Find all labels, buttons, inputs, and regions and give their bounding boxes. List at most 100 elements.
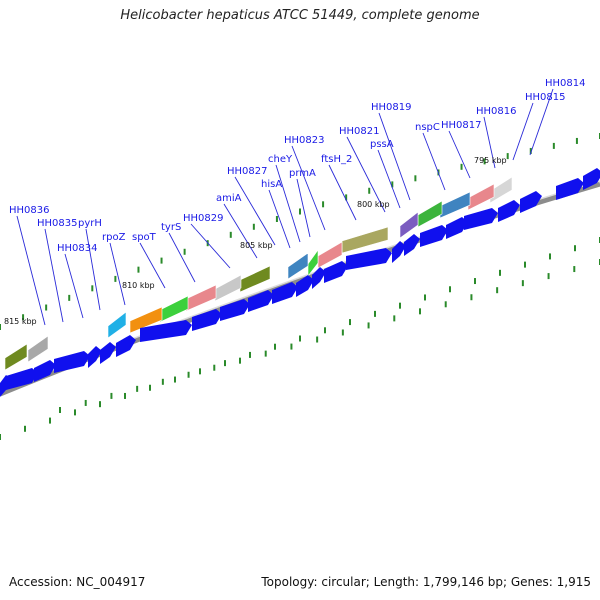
accession-text: Accession: NC_004917 [9, 575, 146, 589]
feature-block [307, 249, 319, 277]
gene-arrow [556, 178, 584, 200]
gene-arrow [116, 335, 136, 357]
feature-block [287, 252, 309, 280]
leader-line [268, 189, 291, 249]
leader-line [223, 203, 258, 259]
leader-line [378, 112, 411, 201]
feature-block [417, 200, 443, 228]
gene-label: HH0821 [339, 126, 380, 137]
leader-line [139, 242, 166, 289]
gene-label: cheY [268, 154, 293, 165]
leader-line [190, 223, 231, 269]
gene-label: HH0829 [183, 213, 224, 224]
tick-marks [0, 133, 600, 440]
gene-arrow [248, 290, 274, 312]
leader-line [422, 132, 446, 191]
gene-label: ftsH_2 [321, 154, 352, 165]
gene-label: tyrS [161, 222, 181, 233]
gene-arrow [140, 320, 192, 342]
gene-label: HH0836 [9, 205, 50, 216]
feature-block [239, 265, 271, 293]
gene-label: rpoZ [102, 232, 126, 243]
leader-line [512, 102, 534, 161]
gene-arrow [346, 248, 392, 270]
leader-line [275, 164, 301, 243]
feature-block [317, 241, 343, 269]
gene-arrow [88, 346, 102, 368]
gene-track [0, 168, 600, 397]
scale-labels: 795 kbp 800 kbp 805 kbp 810 kbp 815 kbp [4, 156, 507, 326]
gene-label: hisA [261, 179, 282, 190]
feature-block [107, 311, 127, 339]
feature-block [129, 306, 163, 334]
scale-label: 800 kbp [357, 200, 390, 209]
gene-arrow [6, 368, 38, 390]
gene-label: HH0817 [441, 120, 482, 131]
leader-line [168, 232, 196, 283]
feature-block [185, 284, 217, 312]
gene-arrow [272, 282, 298, 304]
gene-label: HH0827 [227, 166, 268, 177]
gene-label: nspC [415, 122, 440, 133]
gene-label: pyrH [78, 218, 102, 229]
gene-arrow [583, 168, 600, 190]
leader-line [16, 215, 46, 326]
feature-block [4, 343, 28, 371]
feature-track [4, 176, 513, 371]
feature-block [399, 211, 419, 239]
gene-arrow [498, 200, 520, 222]
gene-label: amiA [216, 193, 242, 204]
gene-arrow [420, 225, 448, 247]
genome-summary-text: Topology: circular; Length: 1,799,146 bp… [261, 575, 591, 589]
gene-label: prmA [289, 168, 316, 179]
map-title: Helicobacter hepaticus ATCC 51449, compl… [120, 8, 480, 23]
gene-label: pssA [370, 139, 394, 150]
gene-label: HH0815 [525, 92, 566, 103]
gene-arrow [192, 309, 222, 331]
gene-label: HH0823 [284, 135, 325, 146]
leader-line [64, 253, 84, 319]
gene-arrow [296, 275, 314, 297]
leader-line [529, 88, 554, 156]
gene-label: HH0816 [476, 106, 517, 117]
gene-arrow [404, 234, 420, 256]
leader-line [448, 130, 471, 179]
leader-line [328, 164, 357, 221]
gene-arrow [464, 208, 498, 230]
leader-lines [16, 88, 554, 326]
gene-arrow [312, 267, 326, 289]
feature-block [159, 295, 189, 323]
leader-line [109, 242, 126, 306]
gene-label: HH0819 [371, 102, 412, 113]
feature-block [214, 274, 242, 302]
gene-label: HH0834 [57, 243, 98, 254]
scale-label: 795 kbp [474, 156, 507, 165]
leader-line [234, 176, 276, 246]
feature-block [467, 183, 495, 211]
leader-line [85, 228, 101, 311]
gene-arrow [54, 351, 90, 373]
scale-label: 815 kbp [4, 317, 37, 326]
gene-label: HH0814 [545, 78, 586, 89]
gene-arrow [100, 342, 116, 364]
gene-label: HH0835 [37, 218, 78, 229]
leader-line [291, 145, 326, 231]
gene-arrow [392, 241, 406, 263]
gene-label: spoT [132, 232, 157, 243]
leader-line [483, 116, 496, 169]
gene-arrow [34, 360, 56, 382]
leader-line [377, 149, 401, 209]
feature-block [27, 335, 49, 363]
gene-arrow [520, 191, 542, 213]
gene-arrow [324, 261, 348, 283]
scale-label: 810 kbp [122, 281, 155, 290]
gene-arrow [0, 375, 12, 397]
gene-arrow [446, 217, 468, 239]
gene-arrow [220, 299, 250, 321]
feature-block [439, 191, 471, 219]
leader-line [44, 228, 64, 323]
leader-line [296, 178, 311, 238]
